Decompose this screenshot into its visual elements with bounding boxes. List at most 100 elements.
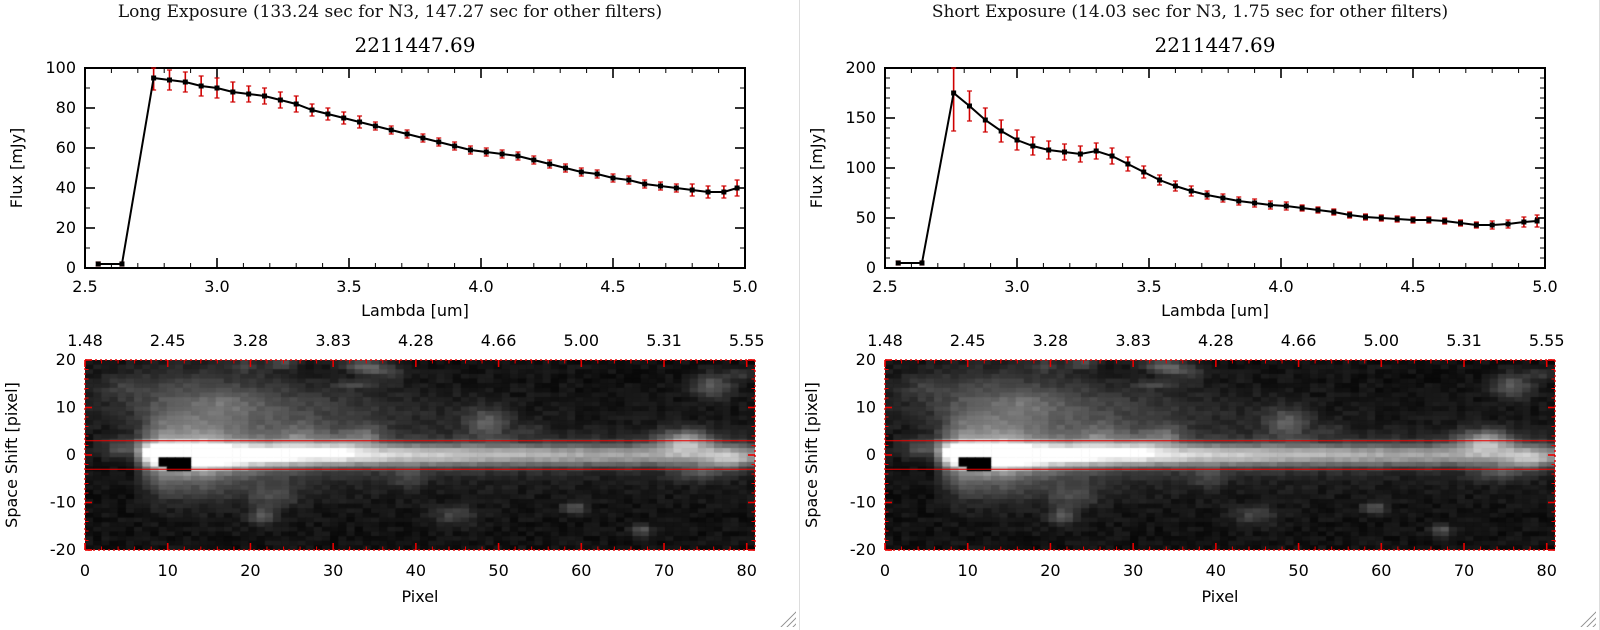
svg-text:4.66: 4.66 (481, 331, 517, 350)
x-axis-label: Lambda [um] (361, 301, 469, 320)
svg-text:2.45: 2.45 (150, 331, 186, 350)
image-y-axis-label: Space Shift [pixel] (802, 382, 821, 528)
spectral-2d-image-long (85, 360, 755, 550)
svg-text:-10: -10 (50, 493, 76, 512)
svg-text:50: 50 (1288, 561, 1308, 580)
svg-text:-20: -20 (850, 540, 876, 559)
svg-text:50: 50 (856, 208, 876, 227)
x-axis: 2.5 3.0 3.5 4.0 4.5 5.0 Lambda [um] (872, 68, 1558, 320)
svg-text:0: 0 (66, 258, 76, 277)
bottom-axis: 0 10 20 30 40 50 60 70 80 Pixel (80, 561, 757, 606)
svg-text:4.0: 4.0 (468, 277, 493, 296)
svg-text:3.83: 3.83 (315, 331, 351, 350)
image-border (884, 359, 1556, 551)
svg-text:3.5: 3.5 (1136, 277, 1161, 296)
panel-header-short: Short Exposure (14.03 sec for N3, 1.75 s… (931, 2, 1449, 22)
svg-text:20: 20 (240, 561, 260, 580)
chart-title: 2211447.69 (355, 33, 476, 57)
top-axis: 1.48 2.45 3.28 3.83 4.28 4.66 5.00 5.31 5.55 (67, 331, 765, 550)
x-axis: 2.5 3.0 3.5 4.0 4.5 5.0 Lambda [um] (72, 68, 758, 320)
aperture-lines (85, 440, 755, 470)
svg-text:20: 20 (56, 218, 76, 237)
spectral-2d-image-short (885, 360, 1555, 550)
data-line (98, 76, 738, 265)
svg-text:40: 40 (56, 178, 76, 197)
panel-long-exposure: Long Exposure (133.24 sec for N3, 147.27… (0, 0, 800, 630)
svg-text:4.28: 4.28 (1198, 331, 1234, 350)
svg-text:80: 80 (56, 98, 76, 117)
svg-text:-20: -20 (50, 540, 76, 559)
svg-text:4.0: 4.0 (1268, 277, 1293, 296)
svg-text:10: 10 (958, 561, 978, 580)
svg-text:0: 0 (66, 445, 76, 464)
svg-text:0: 0 (866, 258, 876, 277)
y-axis-label: Flux [mJy] (7, 128, 26, 209)
svg-text:50: 50 (488, 561, 508, 580)
svg-text:70: 70 (654, 561, 674, 580)
data-line (898, 91, 1538, 264)
svg-text:10: 10 (56, 398, 76, 417)
svg-text:-10: -10 (850, 493, 876, 512)
svg-text:3.28: 3.28 (1033, 331, 1069, 350)
svg-text:5.0: 5.0 (732, 277, 757, 296)
svg-text:5.31: 5.31 (1446, 331, 1482, 350)
y-axis-label: Flux [mJy] (807, 128, 826, 209)
svg-text:1.48: 1.48 (867, 331, 903, 350)
svg-text:150: 150 (845, 108, 876, 127)
svg-text:30: 30 (1123, 561, 1143, 580)
svg-text:100: 100 (845, 158, 876, 177)
svg-text:100: 100 (45, 58, 76, 77)
svg-text:3.0: 3.0 (204, 277, 229, 296)
svg-text:60: 60 (571, 561, 591, 580)
svg-text:80: 80 (1537, 561, 1557, 580)
spectral-image-axes-long: 1.48 2.45 3.28 3.83 4.28 4.66 5.00 5.31 5.55 20 10… (2, 331, 765, 606)
svg-text:30: 30 (323, 561, 343, 580)
y-axis: 0 20 40 60 80 100 Flux [mJy] (7, 58, 745, 277)
svg-text:4.5: 4.5 (1400, 277, 1425, 296)
left-axis: 20 10 0 -10 -20 Space Shift [pixel] (802, 350, 1555, 559)
svg-text:1.48: 1.48 (67, 331, 103, 350)
svg-text:2.45: 2.45 (950, 331, 986, 350)
panel-short-exposure: Short Exposure (14.03 sec for N3, 1.75 s… (800, 0, 1600, 630)
aperture-lines (885, 440, 1555, 470)
svg-text:3.0: 3.0 (1004, 277, 1029, 296)
svg-text:5.0: 5.0 (1532, 277, 1557, 296)
svg-text:3.28: 3.28 (233, 331, 269, 350)
image-x-axis-label: Pixel (401, 587, 438, 606)
svg-text:0: 0 (80, 561, 90, 580)
y-axis: 0 50 100 150 200 Flux [mJy] (807, 58, 1545, 277)
plot-box (884, 67, 1546, 269)
svg-text:40: 40 (406, 561, 426, 580)
svg-text:20: 20 (1040, 561, 1060, 580)
svg-text:4.28: 4.28 (398, 331, 434, 350)
bottom-axis: 0 10 20 30 40 50 60 70 80 Pixel (880, 561, 1557, 606)
image-y-axis-label: Space Shift [pixel] (2, 382, 21, 528)
image-border (84, 359, 756, 551)
svg-text:5.31: 5.31 (646, 331, 682, 350)
svg-text:4.5: 4.5 (600, 277, 625, 296)
svg-text:5.55: 5.55 (1529, 331, 1565, 350)
svg-text:40: 40 (1206, 561, 1226, 580)
error-bars (895, 67, 1540, 266)
svg-text:200: 200 (845, 58, 876, 77)
svg-text:5.55: 5.55 (729, 331, 765, 350)
svg-text:20: 20 (856, 350, 876, 369)
spectral-image-axes-short: 1.48 2.45 3.28 3.83 4.28 4.66 5.00 5.31 5.55 20 10… (802, 331, 1565, 606)
svg-text:10: 10 (856, 398, 876, 417)
top-axis: 1.48 2.45 3.28 3.83 4.28 4.66 5.00 5.31 5.55 (867, 331, 1565, 550)
svg-text:0: 0 (880, 561, 890, 580)
x-axis-label: Lambda [um] (1161, 301, 1269, 320)
spectrum-chart-short: 2211447.69 2.5 3.0 3.5 4.0 4.5 5.0 Lambda [um] 0… (807, 33, 1558, 320)
image-x-axis-label: Pixel (1201, 587, 1238, 606)
markers (895, 90, 1540, 266)
svg-text:5.00: 5.00 (1363, 331, 1399, 350)
chart-title: 2211447.69 (1155, 33, 1276, 57)
svg-text:80: 80 (737, 561, 757, 580)
error-bars (95, 67, 740, 267)
spectrum-chart-long: 2211447.69 2.5 3.0 3.5 4.0 4.5 5.0 Lambda [um] 0… (7, 33, 758, 320)
svg-text:20: 20 (56, 350, 76, 369)
svg-text:2.5: 2.5 (72, 277, 97, 296)
svg-text:70: 70 (1454, 561, 1474, 580)
svg-text:4.66: 4.66 (1281, 331, 1317, 350)
